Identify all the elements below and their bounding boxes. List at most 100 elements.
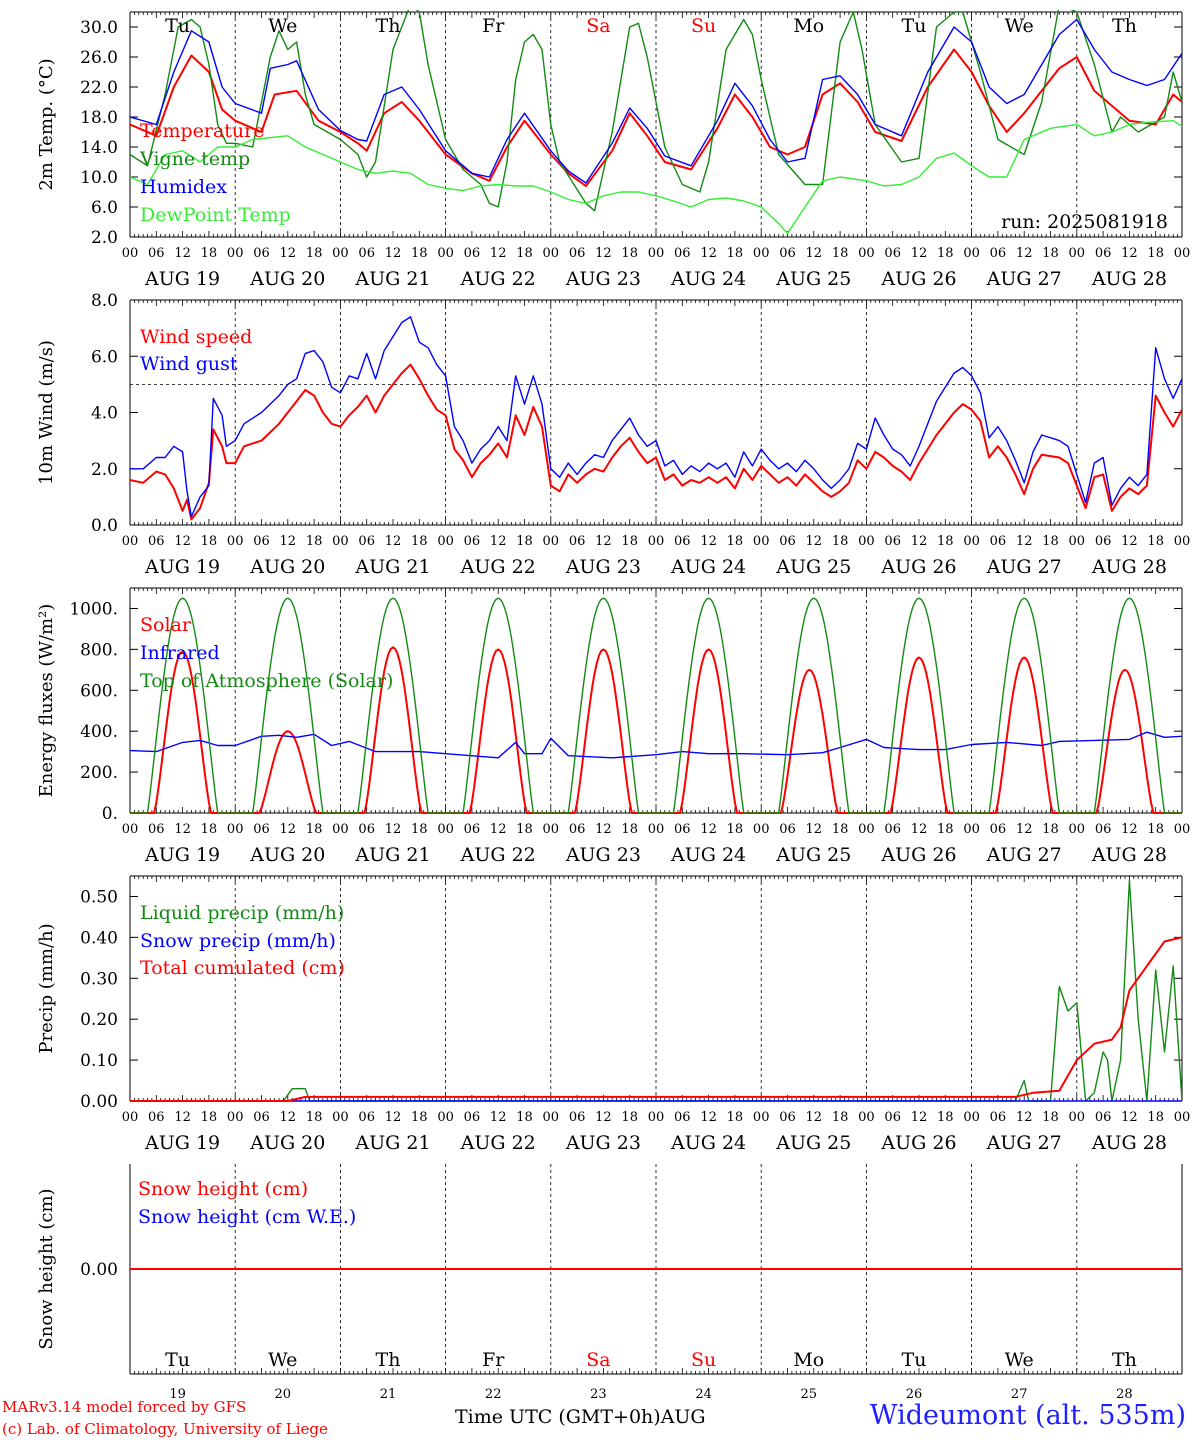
date-label: AUG 28 (1091, 844, 1167, 866)
series-group (130, 316, 1182, 521)
hour-tick-label: 00 (753, 246, 770, 261)
hour-tick-label: 18 (937, 822, 954, 837)
weekday-label: Th (1112, 1349, 1137, 1371)
date-label: AUG 25 (775, 556, 851, 578)
credit-model: MARv3.14 model forced by GFS (2, 1398, 247, 1416)
credit-lab: (c) Lab. of Climatology, University of L… (2, 1420, 328, 1438)
hour-tick-label: 00 (648, 1110, 665, 1125)
hour-tick-label: 18 (621, 246, 638, 261)
hour-tick-label: 12 (490, 822, 507, 837)
legend-entry: Snow height (cm W.E.) (138, 1206, 356, 1228)
hour-tick-label: 00 (753, 1110, 770, 1125)
hour-tick-label: 18 (516, 822, 533, 837)
hour-tick-label: 06 (358, 822, 375, 837)
hour-tick-label: 18 (937, 246, 954, 261)
hour-tick-label: 18 (306, 246, 323, 261)
hour-tick-label: 12 (911, 822, 928, 837)
hour-tick-label: 12 (1121, 1110, 1138, 1125)
date-label: AUG 23 (565, 844, 641, 866)
hour-tick-label: 06 (569, 1110, 586, 1125)
hour-tick-label: 12 (280, 246, 297, 261)
hour-tick-label: 12 (595, 1110, 612, 1125)
y-tick-label: 0.00 (80, 1260, 118, 1280)
legend-entry: DewPoint Temp (140, 204, 291, 226)
hour-tick-label: 06 (674, 822, 691, 837)
date-label: AUG 20 (249, 556, 325, 578)
hour-tick-label: 00 (963, 822, 980, 837)
legend-entry: Vigne temp (139, 148, 250, 170)
date-label: AUG 28 (1091, 1132, 1167, 1154)
hour-tick-label: 12 (280, 534, 297, 549)
hour-tick-label: 00 (1069, 822, 1086, 837)
y-axis-label: Energy fluxes (W/m²) (36, 604, 57, 798)
date-label: AUG 22 (460, 844, 536, 866)
date-label: AUG 25 (775, 844, 851, 866)
date-label: AUG 24 (670, 268, 746, 290)
hour-tick-label: 18 (1147, 246, 1164, 261)
legend-entry: Wind speed (140, 326, 252, 348)
hour-tick-label: 12 (280, 822, 297, 837)
hour-tick-label: 12 (1016, 246, 1033, 261)
y-tick-label: 0.00 (80, 1092, 118, 1112)
y-tick-label: 0.10 (80, 1051, 118, 1071)
y-tick-label: 2.0 (91, 460, 118, 480)
hour-tick-label: 00 (648, 534, 665, 549)
hour-tick-label: 06 (990, 534, 1007, 549)
x-axis-title: Time UTC (GMT+0h) (455, 1406, 661, 1428)
hour-tick-label: 12 (385, 822, 402, 837)
hour-tick-label: 00 (753, 822, 770, 837)
date-label: AUG 26 (880, 556, 956, 578)
hour-tick-label: 00 (227, 246, 244, 261)
hour-tick-label: 00 (332, 1110, 349, 1125)
y-tick-label: 0.20 (80, 1010, 118, 1030)
hour-tick-label: 00 (858, 1110, 875, 1125)
hour-tick-label: 06 (464, 534, 481, 549)
hour-tick-label: 06 (464, 822, 481, 837)
weekday-label: Sa (586, 1349, 610, 1371)
hour-tick-label: 12 (806, 246, 823, 261)
run-label: run: 2025081918 (1001, 211, 1168, 233)
hour-tick-label: 06 (253, 1110, 270, 1125)
hour-tick-label: 00 (543, 246, 560, 261)
date-label: AUG 27 (986, 844, 1062, 866)
hour-tick-label: 12 (595, 534, 612, 549)
hour-tick-label: 06 (464, 1110, 481, 1125)
y-tick-label: 0.40 (80, 928, 118, 948)
day-number-label: 19 (169, 1387, 186, 1402)
hour-tick-label: 12 (700, 534, 717, 549)
series-group (130, 879, 1182, 1102)
hour-tick-label: 18 (832, 822, 849, 837)
hour-tick-label: 06 (569, 534, 586, 549)
date-label: AUG 21 (354, 556, 430, 578)
hour-tick-label: 12 (911, 1110, 928, 1125)
hour-tick-label: 18 (937, 534, 954, 549)
hour-tick-label: 06 (464, 246, 481, 261)
hour-tick-label: 00 (963, 1110, 980, 1125)
weekday-label: Su (691, 15, 716, 37)
date-label: AUG 20 (249, 844, 325, 866)
hour-tick-label: 00 (858, 246, 875, 261)
hour-tick-label: 00 (543, 534, 560, 549)
y-tick-label: 0. (102, 804, 118, 824)
hour-tick-label: 06 (358, 246, 375, 261)
hour-tick-label: 00 (543, 822, 560, 837)
hour-tick-label: 06 (1095, 822, 1112, 837)
y-tick-label: 14.0 (80, 138, 118, 158)
day-number-label: 26 (906, 1387, 923, 1402)
date-label: AUG 19 (144, 268, 220, 290)
hour-tick-label: 18 (306, 822, 323, 837)
hour-tick-label: 00 (332, 534, 349, 549)
date-label: AUG 26 (880, 1132, 956, 1154)
hour-tick-label: 06 (1095, 246, 1112, 261)
panel-3: 0. 200. 400. 600. 800. 1000. Energy fluxes (W/… (36, 587, 1190, 866)
weekday-label: Su (691, 1349, 716, 1371)
hour-tick-label: 18 (727, 246, 744, 261)
y-tick-label: 400. (80, 722, 118, 742)
hour-tick-label: 00 (1069, 246, 1086, 261)
hour-tick-label: 06 (779, 1110, 796, 1125)
y-axis-label: 10m Wind (m/s) (36, 340, 57, 485)
hour-tick-label: 12 (174, 534, 191, 549)
legend-entry: Infrared (140, 642, 220, 664)
day-number-label: 24 (695, 1387, 712, 1402)
